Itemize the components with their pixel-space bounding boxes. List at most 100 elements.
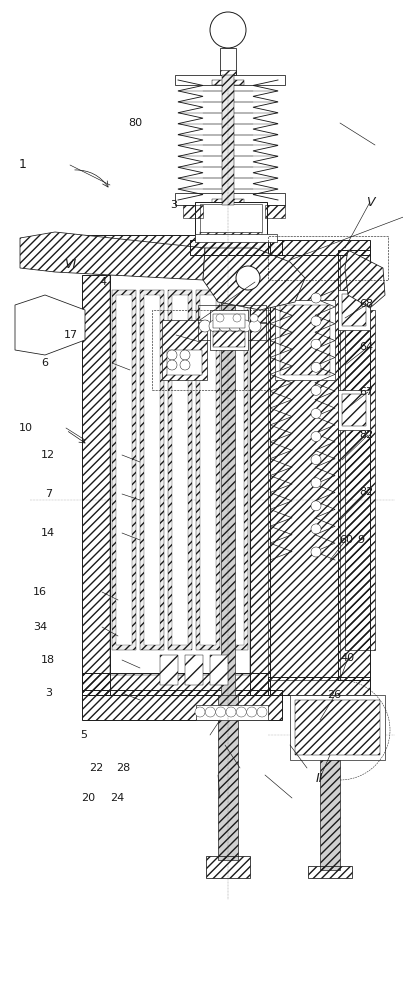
Bar: [167, 350, 202, 375]
Circle shape: [311, 501, 321, 511]
Bar: [268, 240, 370, 255]
Bar: [162, 320, 207, 380]
Text: 82: 82: [359, 430, 374, 440]
Bar: [190, 240, 282, 255]
Circle shape: [206, 707, 215, 717]
Bar: [200, 295, 216, 645]
Text: 68: 68: [359, 299, 374, 309]
Text: 1: 1: [18, 158, 26, 172]
Text: 64: 64: [359, 342, 374, 352]
Circle shape: [167, 360, 177, 370]
Bar: [196, 705, 268, 720]
Text: 24: 24: [110, 793, 124, 803]
Circle shape: [257, 707, 267, 717]
Circle shape: [226, 707, 236, 717]
Bar: [200, 204, 262, 232]
Circle shape: [236, 707, 246, 717]
Bar: [175, 75, 285, 85]
Bar: [210, 655, 228, 685]
Bar: [82, 235, 270, 255]
Bar: [210, 310, 248, 350]
Circle shape: [210, 12, 246, 48]
Text: 40: 40: [340, 653, 355, 663]
Circle shape: [311, 362, 321, 372]
Bar: [198, 305, 266, 323]
Bar: [275, 300, 335, 380]
Circle shape: [311, 339, 321, 349]
Circle shape: [311, 293, 321, 303]
Circle shape: [195, 707, 205, 717]
Text: 3: 3: [45, 688, 52, 698]
Bar: [160, 655, 178, 685]
Text: 26: 26: [327, 690, 342, 700]
Circle shape: [311, 547, 321, 557]
Bar: [268, 677, 370, 695]
Circle shape: [209, 320, 221, 332]
Bar: [222, 75, 234, 205]
Text: 22: 22: [89, 763, 103, 773]
Bar: [338, 250, 370, 680]
Bar: [228, 295, 244, 645]
Text: 3: 3: [170, 200, 177, 210]
Bar: [140, 290, 164, 650]
Bar: [320, 760, 340, 870]
Circle shape: [311, 408, 321, 418]
Text: 9: 9: [357, 535, 364, 545]
Text: 20: 20: [81, 793, 95, 803]
Circle shape: [229, 320, 241, 332]
Bar: [212, 80, 244, 85]
Bar: [280, 305, 330, 375]
Polygon shape: [15, 295, 85, 355]
Circle shape: [180, 360, 190, 370]
Circle shape: [233, 314, 241, 322]
Text: 80: 80: [128, 118, 142, 128]
Circle shape: [311, 478, 321, 488]
Text: VI: VI: [64, 258, 77, 271]
Bar: [195, 234, 277, 242]
Bar: [295, 700, 380, 755]
Bar: [213, 331, 245, 347]
Bar: [112, 290, 136, 650]
Bar: [82, 275, 110, 695]
Text: 4: 4: [99, 277, 106, 287]
Text: 67: 67: [359, 387, 374, 397]
Circle shape: [216, 707, 226, 717]
Bar: [196, 290, 220, 650]
Circle shape: [219, 320, 231, 332]
Bar: [220, 48, 236, 75]
Text: II: II: [316, 772, 323, 784]
Bar: [250, 275, 270, 695]
Circle shape: [239, 320, 251, 332]
Text: 28: 28: [116, 763, 130, 773]
Bar: [213, 314, 245, 328]
Bar: [82, 690, 282, 720]
Bar: [224, 290, 248, 650]
Bar: [198, 322, 266, 340]
Bar: [268, 255, 340, 680]
Bar: [195, 202, 267, 240]
Text: 16: 16: [33, 587, 47, 597]
Polygon shape: [203, 248, 305, 310]
Polygon shape: [345, 250, 385, 308]
Circle shape: [311, 455, 321, 465]
Bar: [342, 294, 366, 326]
Bar: [172, 295, 188, 645]
Text: 14: 14: [41, 528, 56, 538]
Bar: [212, 199, 244, 205]
Text: 10: 10: [19, 423, 33, 433]
Bar: [338, 290, 370, 330]
Bar: [185, 655, 203, 685]
Circle shape: [167, 350, 177, 360]
Text: 82: 82: [359, 487, 374, 497]
Circle shape: [311, 524, 321, 534]
Text: 60: 60: [339, 535, 353, 545]
Bar: [338, 390, 370, 430]
Bar: [116, 295, 132, 645]
Text: 34: 34: [33, 622, 48, 632]
Bar: [265, 205, 285, 218]
Polygon shape: [20, 232, 205, 280]
Text: 18: 18: [41, 655, 56, 665]
Bar: [110, 275, 250, 675]
Bar: [345, 310, 375, 650]
Text: 17: 17: [63, 330, 78, 340]
